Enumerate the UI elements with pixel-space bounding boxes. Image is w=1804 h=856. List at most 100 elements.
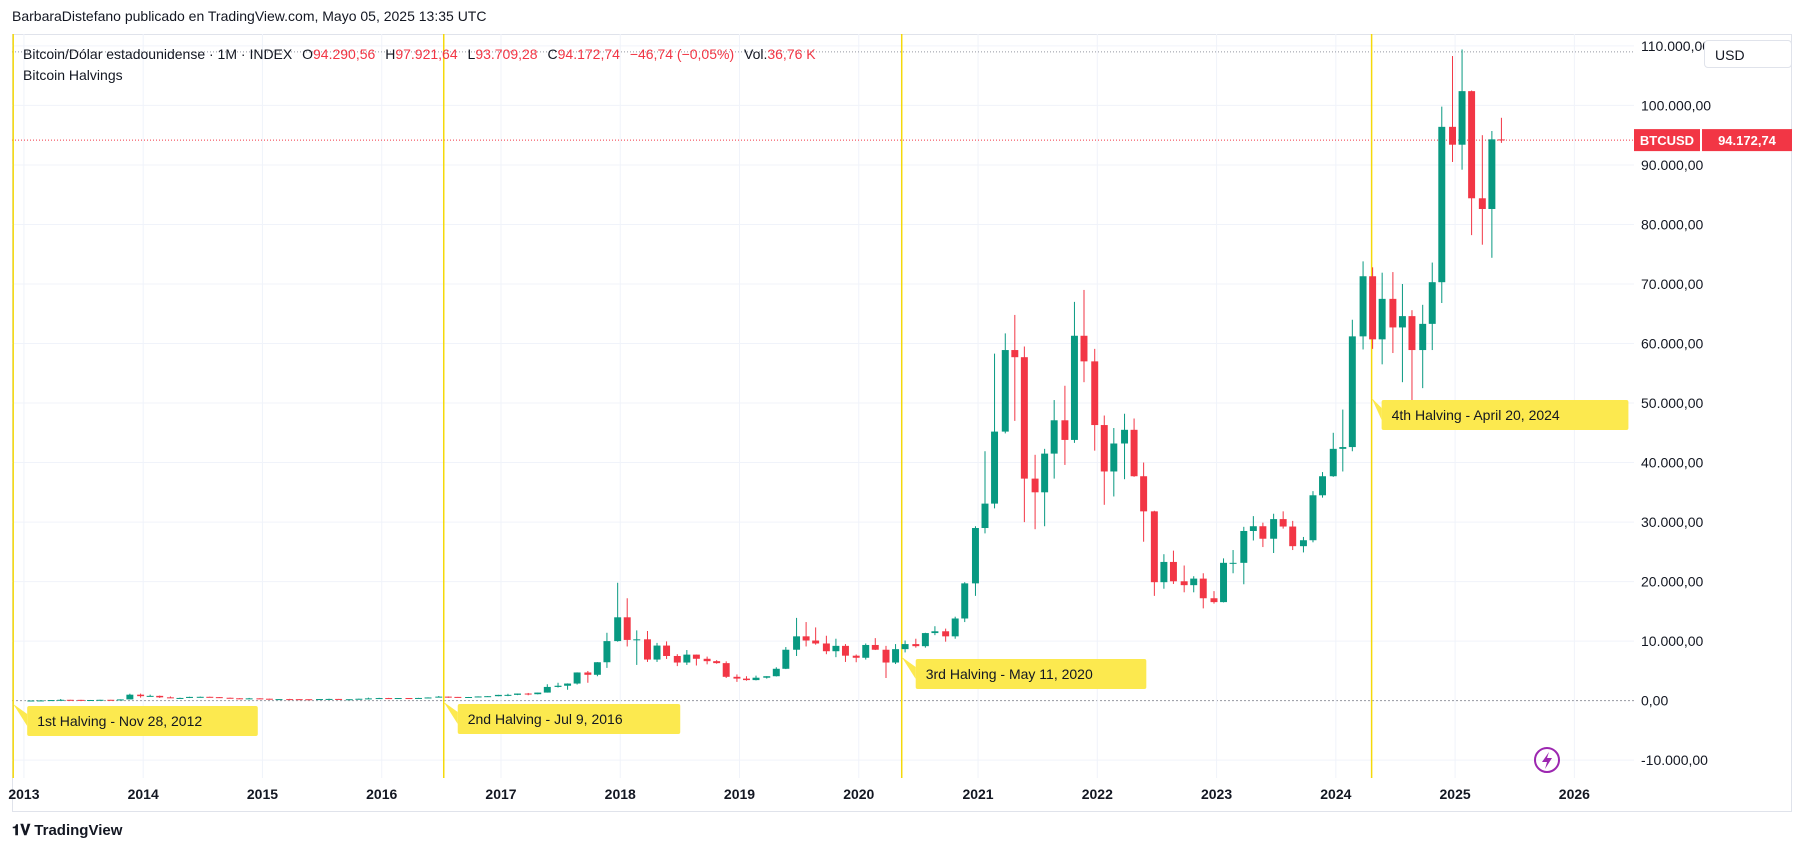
legend-indicator-name[interactable]: Bitcoin Halvings [23, 67, 123, 83]
candle-body [703, 658, 711, 662]
candle-body [931, 631, 939, 634]
candle-body [1428, 282, 1436, 324]
candle-body [633, 639, 641, 641]
candle-body [514, 693, 521, 695]
halving-label-text: 3rd Halving - May 11, 2020 [926, 666, 1093, 682]
halving-label-text: 4th Halving - April 20, 2024 [1392, 407, 1560, 423]
candle-body [355, 698, 363, 700]
candle-body [1070, 335, 1078, 440]
candle-body [644, 639, 651, 660]
candle-body [504, 694, 512, 696]
chart-legend: Bitcoin/Dólar estadounidense · 1M · INDE… [23, 44, 816, 86]
x-tick-label: 2025 [1440, 786, 1471, 802]
candle-body [66, 699, 74, 701]
candle-body [1031, 478, 1039, 493]
candle-body [752, 677, 760, 681]
candle-body [1080, 335, 1088, 362]
candle-body [653, 645, 661, 660]
candle-body [206, 696, 214, 698]
lightning-icon [1534, 747, 1560, 773]
candle-body [573, 672, 581, 684]
candle-body [1339, 447, 1347, 449]
candle-body [1398, 316, 1406, 328]
candle-body [27, 700, 35, 702]
candle-body [971, 528, 979, 584]
candle-body [942, 631, 950, 637]
legend-symbol[interactable]: Bitcoin/Dólar estadounidense · 1M · INDE… [23, 46, 293, 62]
candle-body [1458, 91, 1466, 145]
candle-body [742, 678, 750, 681]
candle-body [871, 644, 879, 650]
candle-body [1249, 526, 1257, 531]
candle-body [961, 583, 969, 619]
legend-close-value: 94.172,74 [557, 46, 620, 62]
candle-body [1100, 425, 1108, 472]
candle-body [305, 699, 313, 701]
y-tick-label: 90.000,00 [1641, 157, 1703, 173]
candle-body [1369, 276, 1377, 340]
candle-body [1309, 495, 1317, 541]
candle-body [802, 636, 810, 641]
candle-body [1419, 323, 1427, 351]
candle-body [683, 654, 691, 663]
candle-body [77, 699, 85, 701]
x-tick-label: 2022 [1082, 786, 1113, 802]
candle-body [722, 663, 730, 677]
candle-body [564, 683, 572, 686]
halving-label-pointer [901, 657, 916, 679]
candle-body [882, 649, 890, 663]
x-tick-label: 2020 [843, 786, 874, 802]
candle-body [364, 698, 372, 700]
candle-body [87, 699, 94, 701]
candle-body [107, 699, 115, 701]
candle-body [236, 698, 244, 700]
candle-body [1050, 420, 1058, 454]
halving-label-3[interactable]: 3rd Halving - May 11, 2020 [901, 657, 1147, 689]
halving-label-4[interactable]: 4th Halving - April 20, 2024 [1371, 398, 1629, 430]
legend-high-value: 97.921,64 [395, 46, 458, 62]
halving-label-box [1381, 400, 1629, 430]
candle-body [981, 503, 989, 529]
halving-label-text: 1st Halving - Nov 28, 2012 [37, 713, 202, 729]
y-tick-label: 110.000,00 [1641, 38, 1710, 54]
candle-body [623, 617, 631, 640]
halving-label-2[interactable]: 2nd Halving - Jul 9, 2016 [443, 702, 681, 734]
halving-label-pointer [13, 704, 28, 726]
x-tick-label: 2016 [366, 786, 397, 802]
halving-label-box [457, 704, 681, 734]
candle-body [912, 644, 920, 647]
lightning-icon-bolt [1542, 752, 1552, 769]
candle-body [1488, 139, 1496, 209]
candle-body [325, 698, 333, 700]
candle-body [286, 699, 294, 701]
candle-body [1041, 453, 1049, 493]
candle-body [345, 699, 353, 701]
lightning-icon-circle [1534, 747, 1560, 773]
candle-body [584, 672, 592, 675]
halving-label-1[interactable]: 1st Halving - Nov 28, 2012 [13, 704, 258, 736]
candle-body [841, 645, 849, 656]
candle-body [1210, 598, 1218, 603]
price-tag-ticker-box [1634, 129, 1700, 152]
tradingview-logo[interactable]: 𝟏𝐕 TradingView [12, 822, 122, 839]
candle-body [116, 699, 124, 701]
y-tick-label: 10.000,00 [1641, 633, 1703, 649]
candle-body [1140, 476, 1148, 512]
candle-body [793, 636, 801, 650]
x-tick-label: 2021 [962, 786, 993, 802]
candle-body [494, 694, 502, 697]
y-tick-label: 60.000,00 [1641, 336, 1703, 352]
legend-close-label: C [547, 46, 558, 62]
candle-body [822, 643, 830, 652]
candle-body [465, 696, 473, 698]
legend-open-label: O [302, 46, 314, 62]
candle-body [1121, 429, 1129, 444]
candle-body [772, 668, 780, 677]
candle-body [1468, 91, 1476, 199]
candle-body [593, 662, 601, 675]
candle-body [543, 686, 551, 693]
candle-body [1497, 139, 1505, 141]
currency-selector-button[interactable]: USD [1704, 40, 1792, 68]
candle-body [215, 697, 223, 699]
